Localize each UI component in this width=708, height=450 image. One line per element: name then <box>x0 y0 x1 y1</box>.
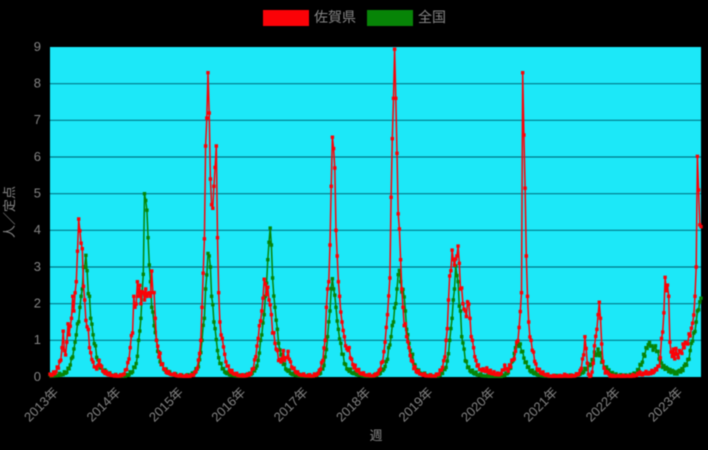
svg-text:週: 週 <box>369 428 382 443</box>
svg-text:人／定点: 人／定点 <box>2 186 17 238</box>
svg-text:9: 9 <box>34 39 41 54</box>
svg-text:1: 1 <box>34 332 41 347</box>
svg-text:佐賀県: 佐賀県 <box>314 9 356 25</box>
svg-text:4: 4 <box>34 222 41 237</box>
svg-text:6: 6 <box>34 149 41 164</box>
svg-text:7: 7 <box>34 112 41 127</box>
svg-text:全国: 全国 <box>418 9 446 25</box>
svg-text:5: 5 <box>34 186 41 201</box>
svg-text:8: 8 <box>34 76 41 91</box>
svg-text:2: 2 <box>34 296 41 311</box>
svg-text:3: 3 <box>34 259 41 274</box>
svg-text:0: 0 <box>34 369 41 384</box>
